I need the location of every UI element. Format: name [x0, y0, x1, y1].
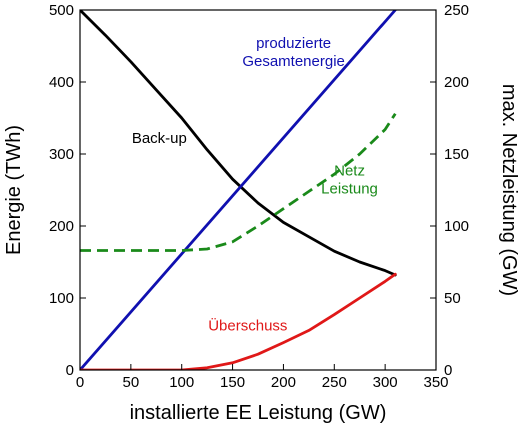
x-tick-label: 150 — [220, 374, 245, 391]
x-tick-label: 0 — [76, 374, 84, 391]
series-line-netz-leistung — [80, 112, 397, 252]
x-axis-title: installierte EE Leistung (GW) — [130, 402, 387, 424]
y-left-tick-label: 400 — [49, 74, 74, 91]
y-right-tick-label: 0 — [444, 362, 452, 379]
series-annotation: Netz Leistung — [321, 163, 378, 198]
x-tick-label: 100 — [169, 374, 194, 391]
y-right-tick-label: 150 — [444, 146, 469, 163]
y-left-tick-label: 500 — [49, 2, 74, 19]
y-right-tick-label: 250 — [444, 2, 469, 19]
y-right-tick-label: 100 — [444, 218, 469, 235]
series-line-produzierte-gesamtenergie — [80, 10, 397, 370]
y-left-tick-label: 300 — [49, 146, 74, 163]
series-annotation: Überschuss — [208, 316, 287, 334]
y-left-tick-label: 0 — [66, 362, 74, 379]
series-annotation: produzierte Gesamtenergie — [242, 35, 345, 70]
series-line--berschuss — [80, 272, 397, 370]
y-axis-right-title: max. Netzleistung (GW) — [498, 84, 520, 296]
y-right-tick-label: 50 — [444, 290, 461, 307]
y-axis-left: 0 100 200 300 400 500 — [49, 2, 86, 379]
y-left-tick-label: 100 — [49, 290, 74, 307]
x-tick-label: 200 — [271, 374, 296, 391]
x-tick-label: 300 — [373, 374, 398, 391]
x-tick-label: 50 — [123, 374, 140, 391]
y-axis-left-title: Energie (TWh) — [3, 125, 25, 255]
series-line-back-up — [80, 10, 397, 277]
plot-frame — [79, 9, 437, 371]
x-tick-label: 350 — [423, 374, 448, 391]
annotations: produzierte Gesamtenergie Back-up Netz Leist… — [132, 35, 378, 334]
y-left-tick-label: 200 — [49, 218, 74, 235]
x-tick-label: 250 — [322, 374, 347, 391]
series-annotation: Back-up — [132, 130, 187, 147]
x-axis: 0 50 100 150 200 250 300 350 — [76, 364, 449, 391]
y-axis-right: 0 50 100 150 200 250 — [430, 2, 469, 379]
plot-lines — [80, 10, 397, 370]
y-right-tick-label: 200 — [444, 74, 469, 91]
